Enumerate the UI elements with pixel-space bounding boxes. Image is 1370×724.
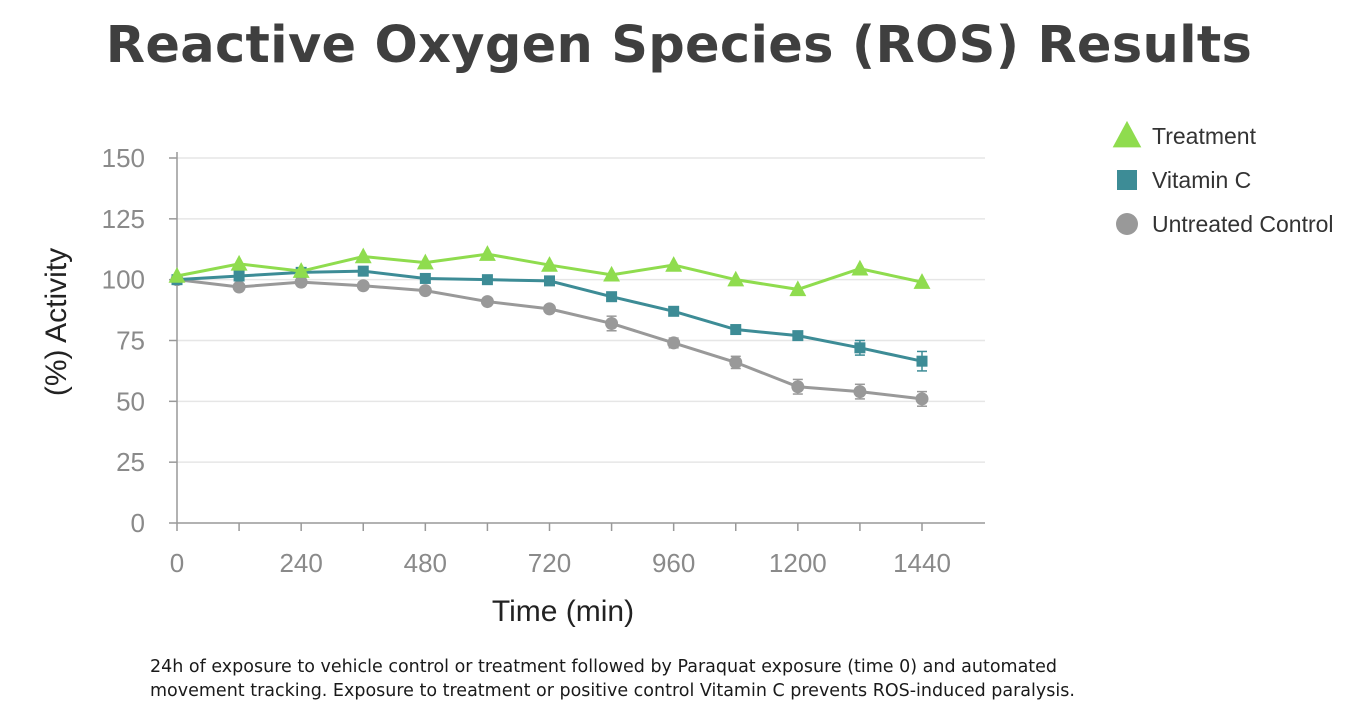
- legend-item-vitamin-c: Vitamin C: [1117, 167, 1251, 193]
- data-point-treatment-120: [230, 254, 248, 271]
- series-untreated-control: [170, 273, 929, 407]
- data-point-vitamin-c-360: [357, 265, 369, 277]
- y-axis-title: (%) Activity: [40, 248, 73, 396]
- data-point-untreated-control-600: [480, 295, 494, 309]
- x-tick-label-480: 480: [404, 548, 447, 578]
- y-tick-label-75: 75: [116, 326, 145, 356]
- data-point-vitamin-c-480: [419, 272, 431, 284]
- data-point-vitamin-c-1320: [854, 342, 866, 354]
- y-tick-label-100: 100: [102, 265, 145, 295]
- legend-label-treatment: Treatment: [1152, 123, 1257, 149]
- x-axis-title: Time (min): [492, 595, 634, 628]
- y-tick-label-125: 125: [102, 204, 145, 234]
- gridlines: [177, 157, 985, 463]
- legend: Treatment Vitamin C Untreated Control: [1112, 120, 1334, 237]
- axes: [169, 152, 985, 531]
- x-tick-label-0: 0: [170, 548, 184, 578]
- figure-caption: 24h of exposure to vehicle control or tr…: [150, 655, 1250, 703]
- x-tick-label-1200: 1200: [769, 548, 827, 578]
- data-point-treatment-600: [478, 245, 496, 261]
- y-tick-label-0: 0: [131, 508, 145, 538]
- legend-item-treatment: Treatment: [1112, 120, 1257, 149]
- series-treatment: [168, 245, 931, 297]
- caption-line-2: movement tracking. Exposure to treatment…: [150, 681, 1075, 701]
- data-point-vitamin-c-1440: [916, 355, 928, 367]
- data-point-untreated-control-720: [543, 302, 556, 316]
- y-tick-label-50: 50: [116, 386, 145, 416]
- series-vitamin-c: [171, 265, 928, 372]
- tick-labels: 0 25 50 75 100 125 150 0 240 480 720 960 1200 1440: [102, 143, 951, 578]
- legend-marker-untreated-control: [1116, 213, 1138, 235]
- data-point-vitamin-c-1200: [792, 330, 804, 342]
- data-point-treatment-480: [416, 253, 434, 270]
- data-point-treatment-1200: [789, 280, 807, 297]
- legend-marker-vitamin-c: [1117, 170, 1137, 190]
- data-point-treatment-0: [168, 267, 186, 283]
- data-point-vitamin-c-840: [606, 291, 618, 303]
- data-point-untreated-control-1080: [729, 355, 743, 369]
- data-point-treatment-720: [541, 256, 558, 272]
- data-point-untreated-control-480: [418, 284, 432, 298]
- legend-marker-treatment: [1112, 120, 1142, 148]
- data-point-treatment-1080: [727, 270, 745, 287]
- page-title: Reactive Oxygen Species (ROS) Results: [105, 16, 1253, 75]
- data-point-untreated-control-960: [667, 336, 681, 350]
- data-point-treatment-1440: [913, 273, 931, 289]
- legend-label-vitamin-c: Vitamin C: [1152, 167, 1251, 193]
- x-tick-label-240: 240: [279, 548, 322, 578]
- data-point-vitamin-c-120: [233, 270, 245, 282]
- data-point-vitamin-c-1080: [730, 324, 742, 336]
- x-tick-label-720: 720: [528, 548, 571, 578]
- data-point-treatment-840: [603, 265, 621, 282]
- y-tick-label-150: 150: [102, 143, 145, 173]
- y-tick-label-25: 25: [116, 447, 145, 477]
- data-point-untreated-control-840: [605, 316, 619, 330]
- x-tick-label-1440: 1440: [893, 548, 951, 578]
- caption-line-1: 24h of exposure to vehicle control or tr…: [150, 657, 1058, 677]
- data-point-untreated-control-360: [356, 279, 370, 293]
- data-point-untreated-control-1200: [791, 380, 805, 394]
- data-point-treatment-1320: [851, 259, 869, 276]
- data-point-treatment-240: [292, 262, 310, 278]
- data-point-untreated-control-120: [232, 280, 246, 294]
- legend-item-untreated-control: Untreated Control: [1116, 211, 1334, 237]
- data-point-vitamin-c-600: [481, 274, 493, 286]
- series-layer: [168, 245, 931, 407]
- data-point-untreated-control-1440: [915, 392, 929, 406]
- data-point-vitamin-c-720: [544, 275, 555, 287]
- legend-label-untreated-control: Untreated Control: [1152, 211, 1334, 237]
- data-point-untreated-control-1320: [853, 385, 867, 399]
- ros-line-chart: 0 25 50 75 100 125 150 0 240 480 720 960 1200 1440 Ti…: [40, 120, 1334, 628]
- x-tick-label-960: 960: [652, 548, 695, 578]
- data-point-treatment-360: [354, 247, 372, 264]
- data-point-untreated-control-240: [294, 275, 308, 289]
- data-point-treatment-960: [665, 256, 683, 272]
- data-point-vitamin-c-960: [668, 305, 680, 317]
